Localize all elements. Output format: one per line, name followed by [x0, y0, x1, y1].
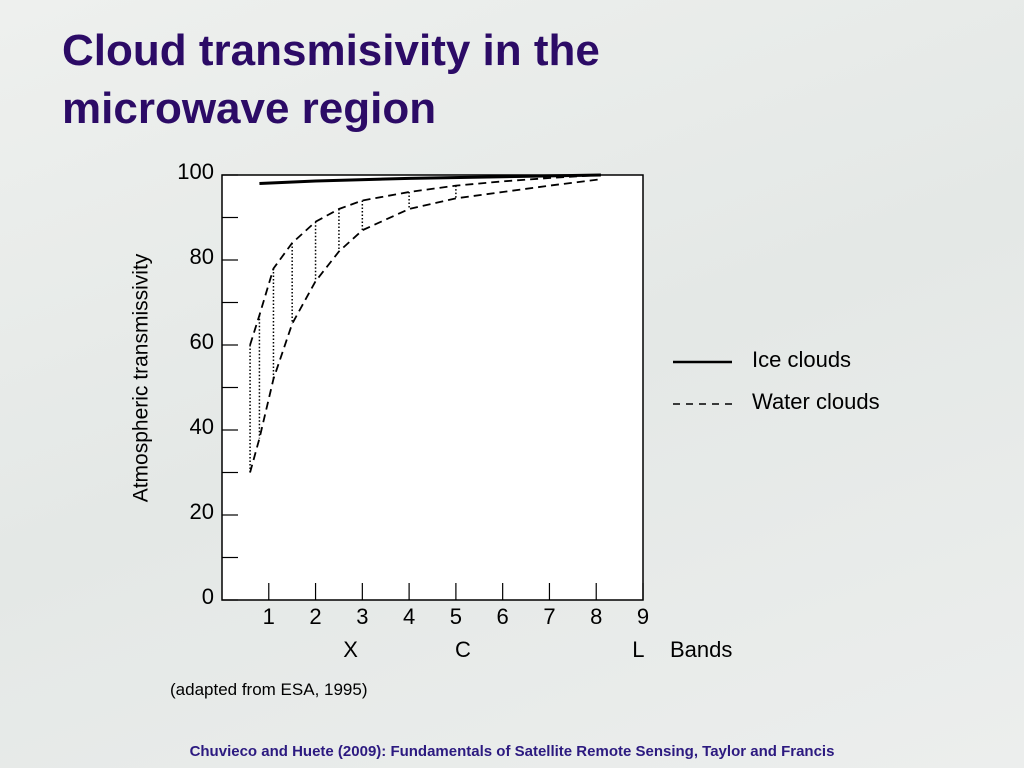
series-line [249, 174, 601, 346]
y-tick-label: 60 [190, 329, 214, 354]
legend-label: Water clouds [752, 389, 880, 414]
x-tick-label: 1 [263, 604, 275, 629]
x-tick-label: 6 [497, 604, 509, 629]
x-tick-label: 4 [403, 604, 415, 629]
plot-area [221, 174, 644, 601]
x-tick-label: 5 [450, 604, 462, 629]
x-tick-label: 2 [309, 604, 321, 629]
x-tick-label: 7 [543, 604, 555, 629]
x-tick-label: 8 [590, 604, 602, 629]
x-tick-label: 3 [356, 604, 368, 629]
x-tick-label: 9 [637, 604, 649, 629]
slide-title: Cloud transmisivity in the microwave reg… [62, 26, 600, 133]
y-tick-label: 80 [190, 244, 214, 269]
y-tick-label: 0 [202, 584, 214, 609]
y-axis-label: Atmospheric transmissivity [130, 253, 153, 502]
series-line [259, 173, 601, 185]
chart: Atmospheric transmissivity Bands 0 20 40 60… [130, 159, 880, 662]
y-tick-label: 100 [177, 159, 214, 184]
footer: Chuvieco and Huete (2009): Fundamentals … [189, 743, 835, 760]
y-tick-label: 20 [190, 499, 214, 524]
y-tick-label: 40 [190, 414, 214, 439]
band-label: X [343, 637, 358, 662]
legend-label: Ice clouds [752, 347, 851, 372]
x-axis-label: Bands [670, 637, 732, 662]
band-label: L [632, 637, 644, 662]
band-label: C [455, 637, 471, 662]
caption: (adapted from ESA, 1995) [170, 680, 368, 699]
